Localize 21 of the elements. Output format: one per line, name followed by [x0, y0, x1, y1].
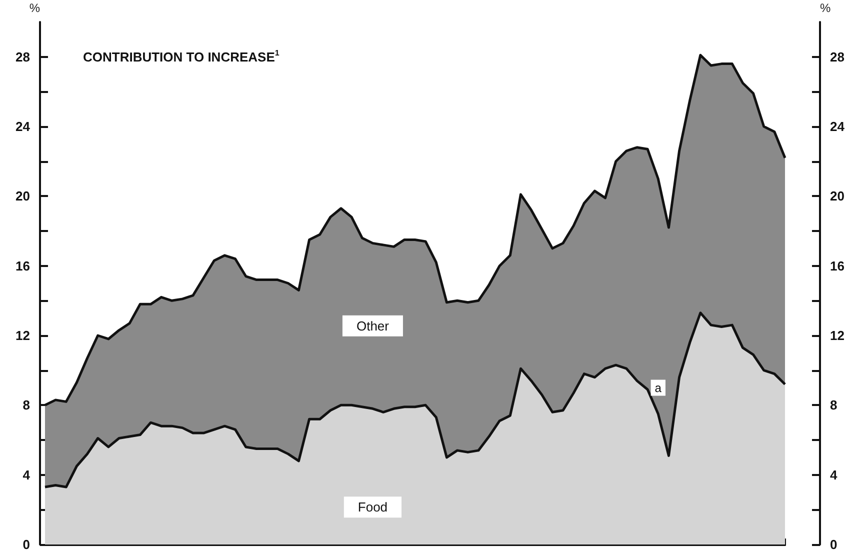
y2-tick-label: 4 — [830, 467, 838, 482]
y-axis-title: % — [29, 1, 40, 15]
y2-tick-label: 12 — [830, 328, 844, 343]
y-tick-label: 0 — [22, 537, 30, 551]
y2-tick-label: 28 — [830, 49, 844, 64]
y-tick-label: 12 — [16, 328, 30, 343]
y-tick-label: 16 — [16, 258, 30, 274]
y2-tick-label: 16 — [830, 258, 844, 274]
y-tick-label: 20 — [16, 188, 30, 204]
series-label: Food — [358, 500, 388, 515]
y2-tick-label: 24 — [830, 119, 846, 134]
y2-tick-label: 0 — [830, 537, 838, 551]
y2-axis-title: % — [820, 1, 831, 15]
y2-tick-label: 20 — [830, 188, 844, 204]
y-tick-label: 8 — [22, 398, 30, 413]
y-tick-label: 24 — [16, 119, 31, 134]
y-tick-label: 28 — [16, 49, 30, 64]
series-label: Other — [356, 318, 390, 334]
y-tick-label: 4 — [22, 467, 31, 482]
y2-tick-label: 8 — [830, 398, 838, 413]
annotation: a — [654, 380, 662, 395]
